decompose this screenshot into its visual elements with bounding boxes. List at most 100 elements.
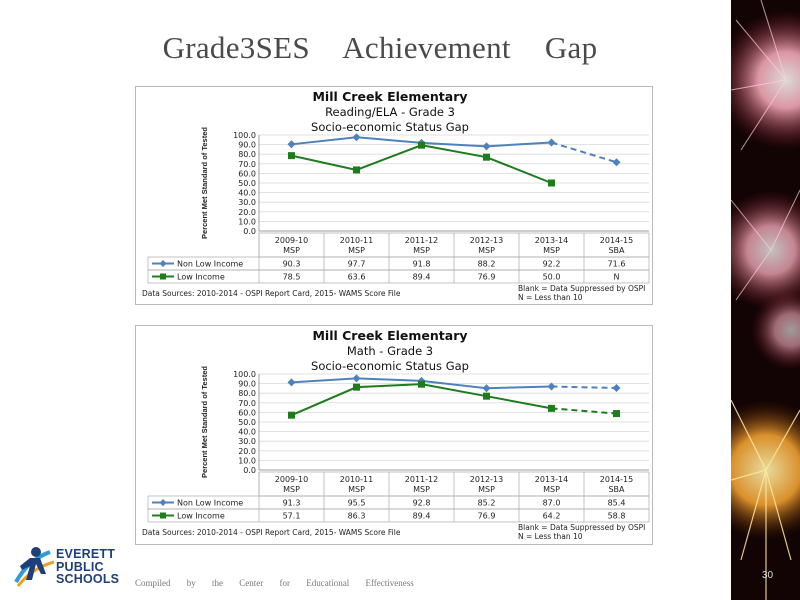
x-tick-label: 2009-10 — [275, 236, 308, 245]
x-tick-test-label: MSP — [478, 485, 495, 494]
data-label: 97.7 — [348, 260, 366, 269]
x-tick-label: 2013-14 — [535, 236, 568, 245]
y-axis-label: Percent Met Standard of Tested — [200, 366, 209, 478]
chart-subtitle: Math - Grade 3 — [347, 344, 433, 358]
logo-line-1: EVERETT — [56, 547, 116, 561]
chart-title: Mill Creek Elementary — [312, 328, 467, 343]
x-tick-test-label: MSP — [283, 246, 300, 255]
data-point — [418, 141, 425, 149]
x-tick-test-label: MSP — [413, 246, 430, 255]
y-tick-label: 50.0 — [238, 418, 256, 427]
page-number: 30 — [762, 570, 774, 581]
y-tick-label: 90.0 — [238, 141, 256, 150]
y-tick-label: 20.0 — [238, 208, 256, 217]
legend-label: Low Income — [177, 512, 225, 521]
data-point — [613, 410, 620, 418]
data-point — [288, 152, 295, 160]
note-n: N = Less than 10 — [518, 293, 583, 302]
data-point — [612, 158, 621, 167]
series-line-projection — [551, 407, 617, 415]
y-tick-label: 60.0 — [238, 169, 256, 178]
data-point — [482, 142, 491, 151]
legend-label: Non Low Income — [177, 499, 243, 508]
math-chart: Mill Creek Elementary Math - Grade 3 Socio… — [135, 325, 653, 545]
data-source: Data Sources: 2010-2014 - OSPI Report Ca… — [142, 289, 401, 298]
data-label: 87.0 — [543, 499, 561, 508]
data-point — [353, 166, 360, 174]
x-tick-label: 2014-15 — [600, 236, 633, 245]
x-tick-test-label: MSP — [543, 246, 560, 255]
series-non-low-income — [287, 133, 621, 167]
x-tick-label: 2010-11 — [340, 475, 373, 484]
data-point — [418, 380, 425, 388]
series-line-projection — [551, 385, 617, 390]
data-point — [288, 411, 295, 419]
data-label: 63.6 — [348, 273, 366, 282]
data-label: 90.3 — [283, 260, 301, 269]
y-tick-label: 80.0 — [238, 150, 256, 159]
x-tick-label: 2012-13 — [470, 475, 503, 484]
data-label: 89.4 — [413, 512, 431, 521]
chart-subtitle: Reading/ELA - Grade 3 — [325, 105, 455, 119]
logo-line-2: PUBLIC — [56, 559, 104, 574]
data-point — [287, 378, 296, 387]
note-n: N = Less than 10 — [518, 532, 583, 541]
y-tick-label: 40.0 — [238, 428, 256, 437]
everett-logo-icon — [14, 547, 55, 587]
data-point — [353, 383, 360, 391]
data-point — [352, 133, 361, 142]
legend-key-marker — [160, 273, 166, 280]
data-label: 58.8 — [608, 512, 626, 521]
x-tick-label: 2009-10 — [275, 475, 308, 484]
reading-chart: Mill Creek Elementary Reading/ELA - Grade… — [135, 86, 653, 305]
x-tick-test-label: MSP — [478, 246, 495, 255]
x-tick-label: 2011-12 — [405, 236, 438, 245]
legend-key-marker — [159, 499, 167, 506]
data-point — [612, 384, 621, 393]
series-line — [291, 383, 552, 417]
y-tick-label: 0.0 — [243, 227, 256, 236]
table-row — [147, 508, 650, 523]
y-tick-label: 40.0 — [238, 189, 256, 198]
x-tick-test-label: MSP — [348, 485, 365, 494]
legend-key-marker — [159, 260, 167, 267]
data-label: 76.9 — [478, 512, 496, 521]
data-point — [482, 384, 491, 393]
y-tick-label: 50.0 — [238, 179, 256, 188]
x-tick-test-label: SBA — [608, 485, 625, 494]
y-tick-label: 80.0 — [238, 389, 256, 398]
data-source: Data Sources: 2010-2014 - OSPI Report Ca… — [142, 528, 401, 537]
x-tick-label: 2010-11 — [340, 236, 373, 245]
logo-line-3: SCHOOLS — [56, 572, 120, 586]
data-point — [483, 153, 490, 161]
x-tick-label: 2011-12 — [405, 475, 438, 484]
note-blank: Blank = Data Suppressed by OSPI — [518, 523, 645, 532]
data-point — [483, 392, 490, 400]
y-tick-label: 20.0 — [238, 447, 256, 456]
x-tick-test-label: MSP — [348, 246, 365, 255]
data-point — [287, 140, 296, 149]
data-label: 50.0 — [543, 273, 561, 282]
x-tick-label: 2012-13 — [470, 236, 503, 245]
data-point — [548, 404, 555, 412]
data-label: 92.8 — [413, 499, 431, 508]
gridlines — [259, 134, 649, 232]
data-label: 57.1 — [283, 512, 301, 521]
x-tick-test-label: MSP — [283, 485, 300, 494]
fireworks-image — [731, 0, 800, 600]
data-label: 76.9 — [478, 273, 496, 282]
chart-subtitle-2: Socio-economic Status Gap — [311, 359, 469, 373]
legend-label: Low Income — [177, 273, 225, 282]
legend-label: Non Low Income — [177, 260, 243, 269]
data-point — [547, 138, 556, 147]
data-label: 85.4 — [608, 499, 626, 508]
chart-title: Mill Creek Elementary — [312, 89, 467, 104]
note-blank: Blank = Data Suppressed by OSPI — [518, 284, 645, 293]
x-tick-label: 2013-14 — [535, 475, 568, 484]
y-tick-label: 0.0 — [243, 466, 256, 475]
data-label: 86.3 — [348, 512, 366, 521]
data-label: 89.4 — [413, 273, 431, 282]
data-label: 78.5 — [283, 273, 301, 282]
